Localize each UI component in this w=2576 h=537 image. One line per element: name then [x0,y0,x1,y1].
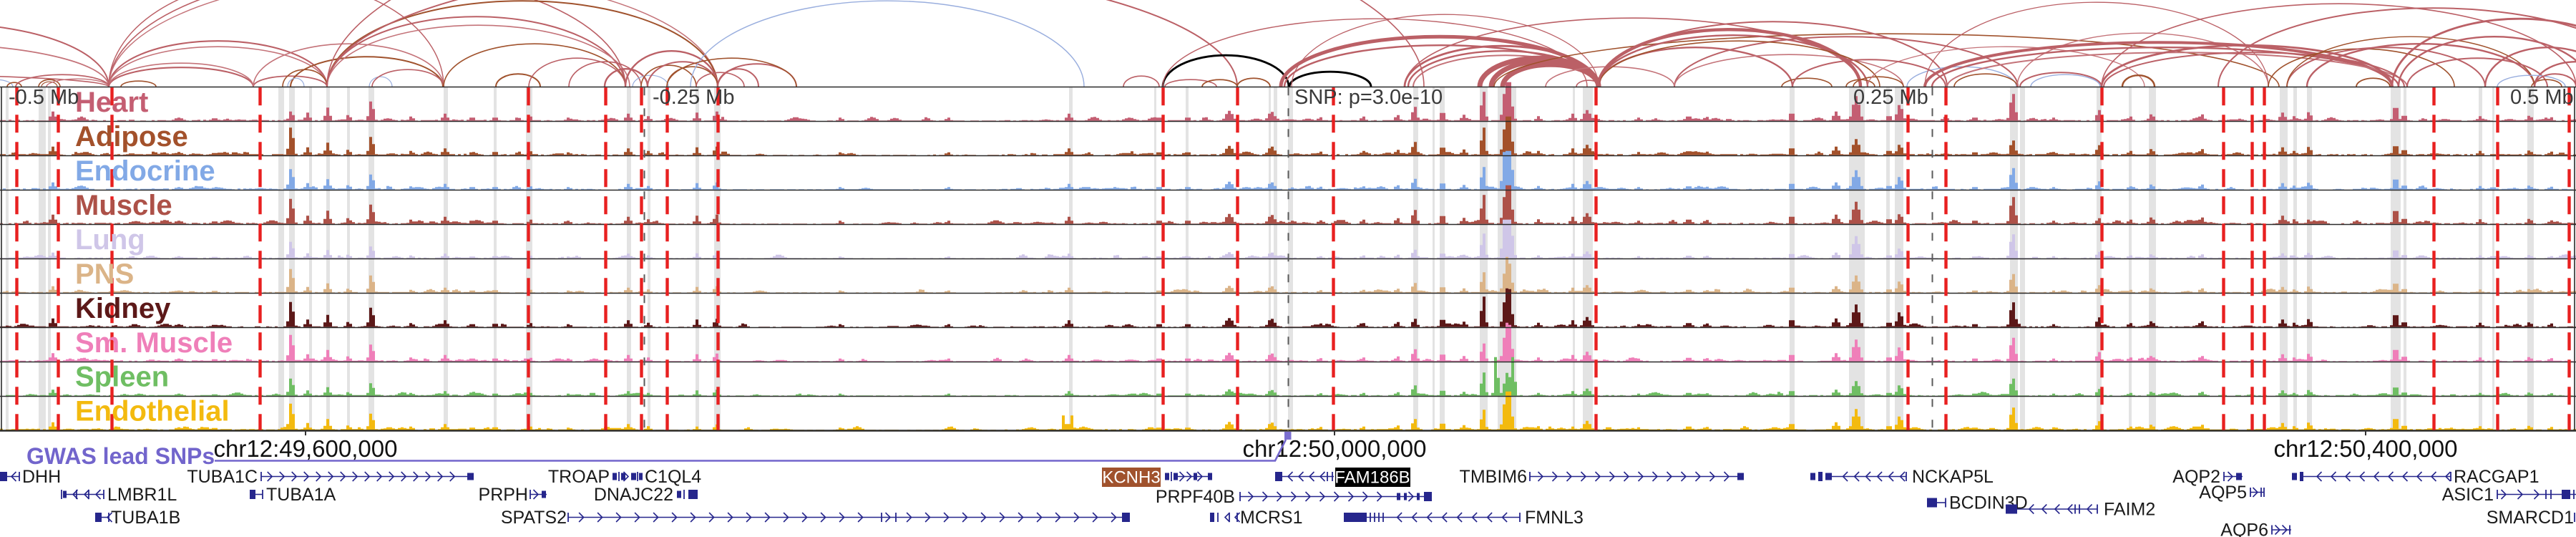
svg-text:chr12:50,000,000: chr12:50,000,000 [1243,435,1427,462]
svg-text:TUBA1C: TUBA1C [187,467,258,487]
svg-text:AQP2: AQP2 [2172,467,2220,487]
svg-text:FAIM2: FAIM2 [2104,500,2155,520]
svg-text:SNP: p=3.0e-10: SNP: p=3.0e-10 [1294,86,1443,109]
svg-text:AQP6: AQP6 [2220,521,2268,537]
svg-text:PNS: PNS [75,258,134,290]
svg-text:GWAS lead SNPs: GWAS lead SNPs [26,443,215,469]
svg-text:NCKAP5L: NCKAP5L [1912,467,1994,487]
svg-text:PRPF40B: PRPF40B [1156,487,1235,507]
svg-text:Sm. Muscle: Sm. Muscle [75,327,233,359]
svg-text:KCNH3: KCNH3 [1102,468,1160,488]
svg-text:TUBA1B: TUBA1B [111,508,180,528]
svg-text:LMBR1L: LMBR1L [107,485,177,505]
svg-text:FAM186B: FAM186B [1335,468,1410,488]
svg-text:Lung: Lung [75,224,145,256]
svg-text:FMNL3: FMNL3 [1525,508,1584,528]
svg-text:PRPH: PRPH [479,485,528,505]
svg-text:SPATS2: SPATS2 [501,508,567,528]
svg-text:chr12:49,600,000: chr12:49,600,000 [214,435,398,462]
svg-text:SMARCD1: SMARCD1 [2487,508,2574,528]
svg-text:Kidney: Kidney [75,293,171,324]
svg-text:chr12:50,400,000: chr12:50,400,000 [2274,435,2458,462]
svg-text:-0.5 Mb: -0.5 Mb [9,86,79,109]
svg-text:-0.25 Mb: -0.25 Mb [653,86,734,109]
svg-text:0.5 Mb: 0.5 Mb [2510,86,2574,109]
svg-text:DHH: DHH [22,467,61,487]
svg-text:Endothelial: Endothelial [75,396,230,427]
svg-text:Endocrine: Endocrine [75,155,215,187]
svg-text:C1QL4: C1QL4 [645,467,701,487]
svg-text:Heart: Heart [75,87,148,118]
svg-text:AQP5: AQP5 [2199,483,2247,503]
svg-text:0.25 Mb: 0.25 Mb [1853,86,1928,109]
svg-text:TUBA1A: TUBA1A [266,485,336,505]
svg-text:RACGAP1: RACGAP1 [2454,467,2539,487]
svg-text:Spleen: Spleen [75,362,169,393]
svg-text:Adipose: Adipose [75,121,188,153]
svg-text:TMBIM6: TMBIM6 [1460,467,1527,487]
svg-text:Muscle: Muscle [75,190,172,221]
svg-text:MCRS1: MCRS1 [1240,508,1303,528]
svg-text:ASIC1: ASIC1 [2442,485,2494,505]
svg-text:DNAJC22: DNAJC22 [594,485,673,505]
svg-text:TROAP: TROAP [548,467,610,487]
